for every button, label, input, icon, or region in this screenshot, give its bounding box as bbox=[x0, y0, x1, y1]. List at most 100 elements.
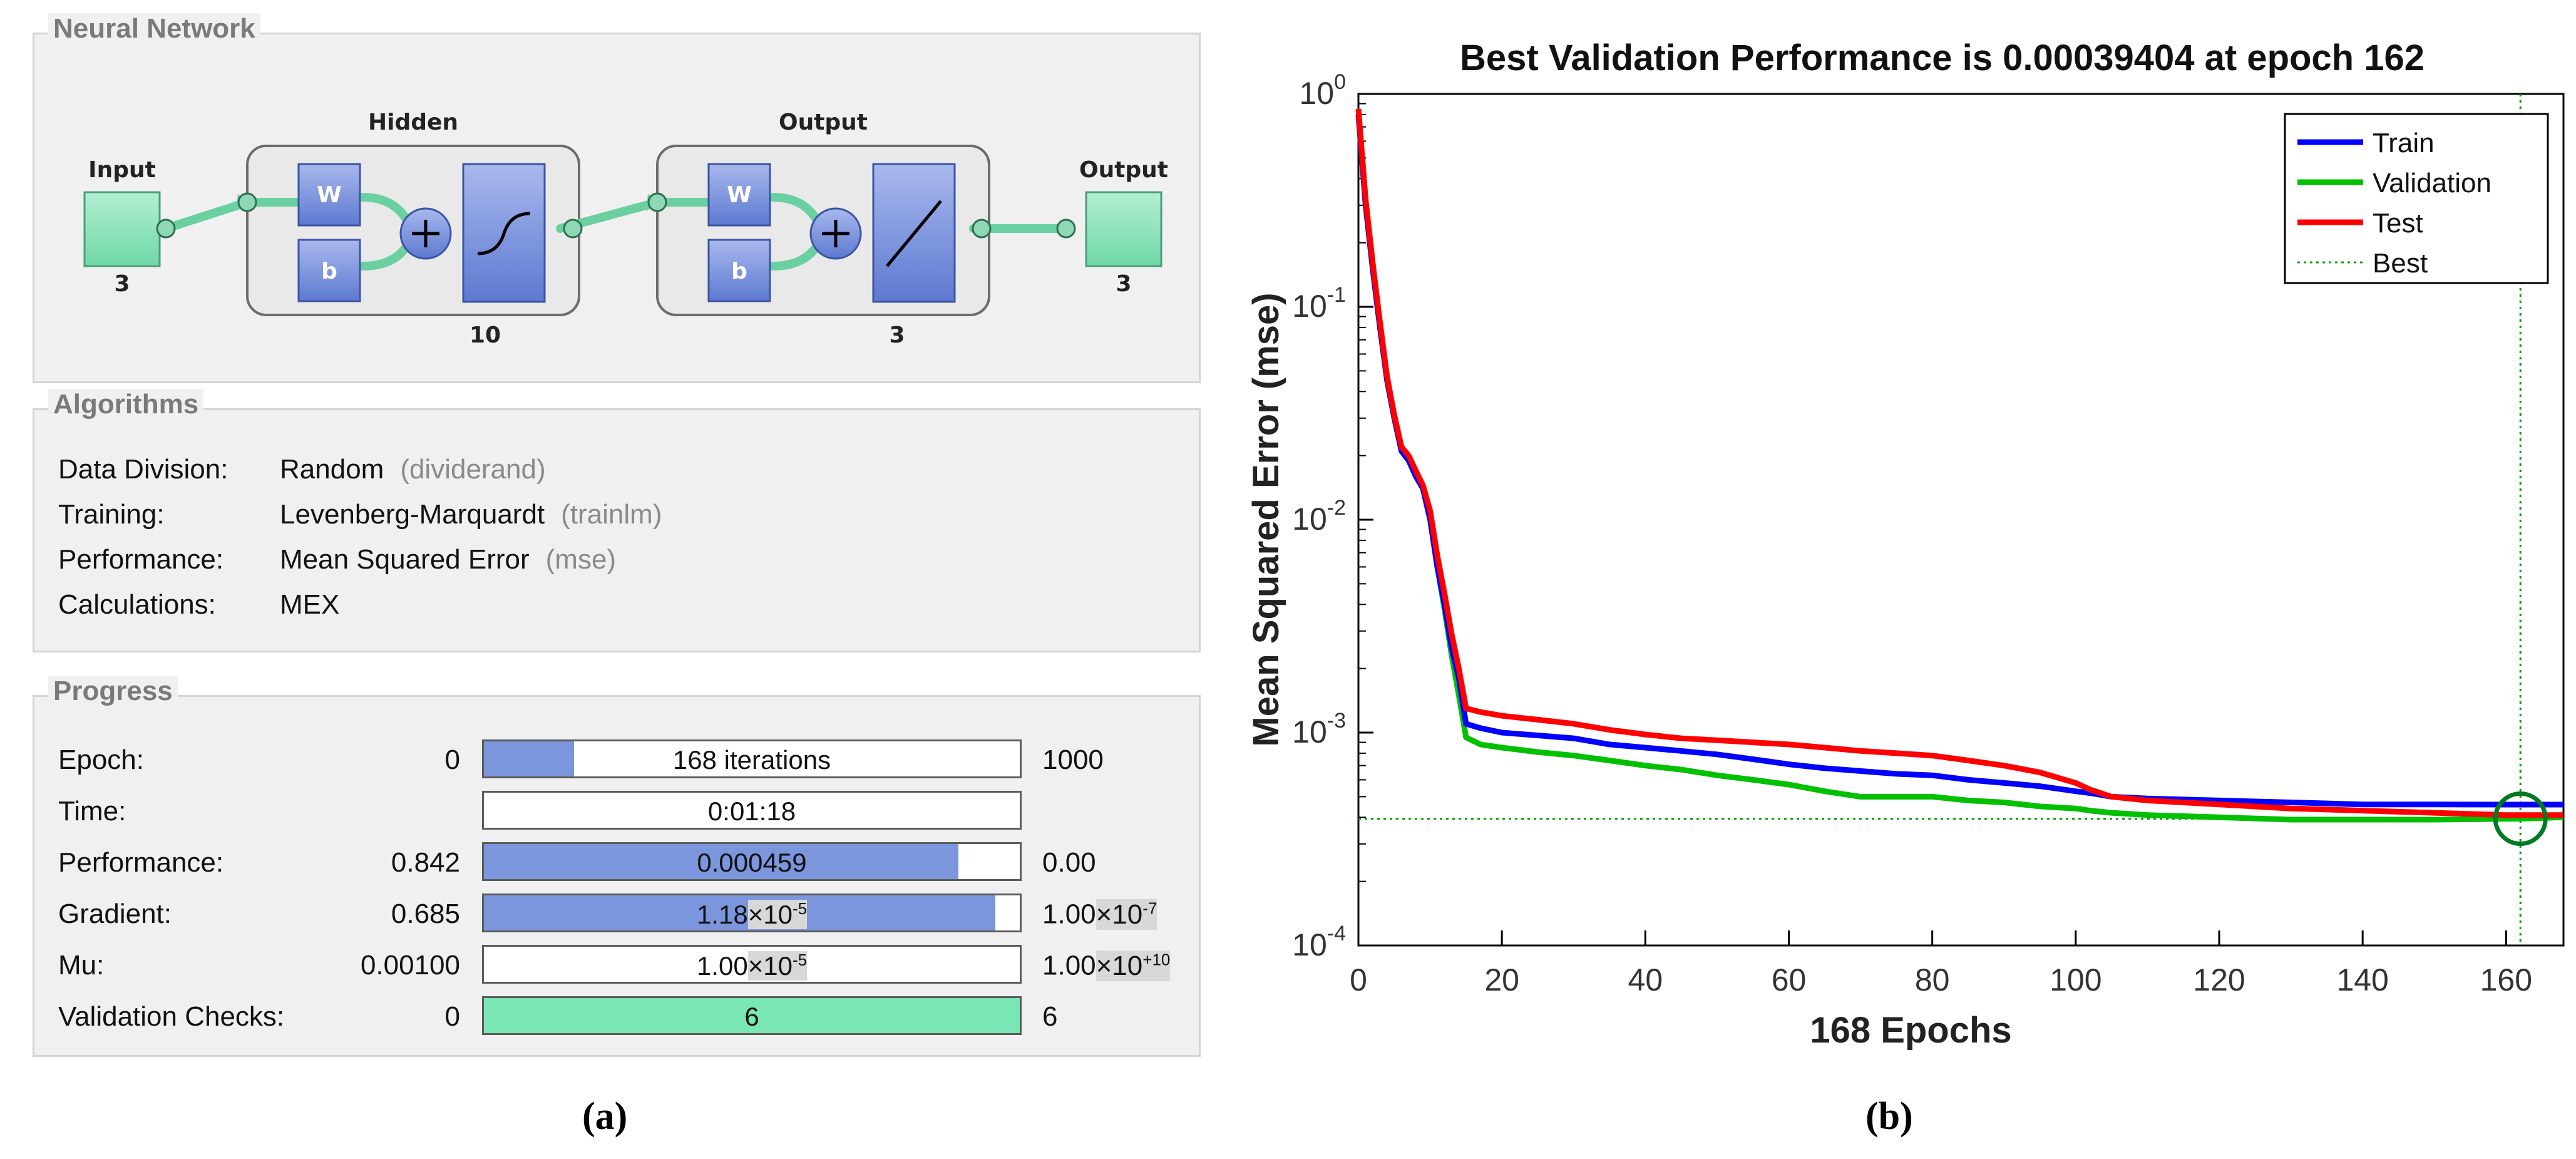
epoch-progress-fill bbox=[484, 741, 574, 776]
neural-network-title: Neural Network bbox=[48, 13, 260, 44]
y-tick-label: 100 bbox=[1299, 70, 1346, 111]
alg-row-label: Data Division: bbox=[58, 454, 228, 485]
algorithms-group: Algorithms Data Division: Random (divider… bbox=[33, 389, 1201, 652]
x-tick-label: 0 bbox=[1350, 962, 1367, 997]
tansig-curve-icon bbox=[477, 212, 531, 255]
y-axis-label: Mean Squared Error (mse) bbox=[1246, 292, 1286, 746]
plus-icon bbox=[822, 220, 849, 247]
hidden-b-label: b bbox=[321, 259, 337, 284]
alg-row-label: Training: bbox=[58, 499, 165, 530]
alg-row-value: Random (dividerand) bbox=[280, 454, 546, 485]
progress-start-value: 0 bbox=[444, 1001, 460, 1032]
progress-group: Progress Epoch: 0 168 iterations 1000 Ti… bbox=[33, 676, 1201, 1057]
node-dot bbox=[647, 192, 667, 212]
progress-row-label: Mu: bbox=[58, 950, 105, 981]
x-axis-label: 168 Epochs bbox=[1810, 1010, 2011, 1051]
node-dot bbox=[1056, 219, 1076, 239]
node-dot bbox=[156, 219, 176, 239]
x-tick-label: 120 bbox=[2193, 962, 2245, 997]
alg-row-value: Mean Squared Error (mse) bbox=[280, 544, 616, 575]
x-tick-label: 60 bbox=[1772, 962, 1807, 997]
node-dot bbox=[972, 219, 992, 239]
times-ten: ×10 bbox=[1096, 950, 1143, 981]
training-value: Levenberg-Marquardt bbox=[280, 499, 545, 530]
performance-progress-fill bbox=[484, 844, 958, 879]
progress-start-value: 0.685 bbox=[391, 899, 460, 929]
output-layer-count: 3 bbox=[889, 322, 905, 348]
output-b-label: b bbox=[731, 259, 747, 284]
y-tick-label: 10-3 bbox=[1292, 709, 1346, 749]
mu-exponent: ×10-5 bbox=[747, 950, 808, 981]
progress-end-value: 6 bbox=[1042, 1001, 1058, 1032]
progress-row-label: Gradient: bbox=[58, 899, 172, 929]
mu-progress-text: 1.00×10-5 bbox=[484, 950, 1020, 981]
epoch-progress-text: 168 iterations bbox=[672, 745, 831, 775]
hidden-bias-block bbox=[297, 239, 361, 302]
validation-checks-progress-bar: 6 bbox=[482, 996, 1022, 1035]
purelin-line-icon bbox=[886, 200, 942, 267]
time-progress-bar: 0:01:18 bbox=[482, 791, 1022, 830]
input-label: Input bbox=[88, 157, 156, 183]
x-tick-label: 140 bbox=[2336, 962, 2388, 997]
x-tick-label: 40 bbox=[1628, 962, 1663, 997]
alg-row-value: Levenberg-Marquardt (trainlm) bbox=[280, 499, 662, 530]
data-division-fn: (dividerand) bbox=[400, 454, 546, 485]
x-tick-label: 100 bbox=[2050, 962, 2101, 997]
gradient-mantissa: 1.18 bbox=[696, 900, 748, 929]
time-progress-text: 0:01:18 bbox=[707, 796, 796, 826]
node-dot bbox=[563, 219, 583, 239]
progress-start-value: 0 bbox=[444, 744, 460, 775]
performance-value: Mean Squared Error bbox=[280, 544, 530, 575]
network-diagram: Input 3 Hidden 10 Output 3 Output 3 W b … bbox=[83, 110, 1168, 348]
output-sum-in bbox=[769, 193, 823, 227]
mu-mantissa: 1.00 bbox=[696, 951, 748, 981]
gradient-goal-exponent: ×10-7 bbox=[1096, 899, 1157, 930]
performance-plot: 100 10-1 10-2 10-3 10-40 20 40 60 80 100 120 140 160… bbox=[1246, 38, 2565, 1051]
output-count: 3 bbox=[1116, 271, 1131, 297]
progress-row-label: Performance: bbox=[58, 847, 224, 878]
x-tick-label: 80 bbox=[1915, 962, 1950, 997]
hidden-weight-block bbox=[297, 163, 361, 227]
caption-a: (a) bbox=[582, 1095, 628, 1138]
x-tick-label: 160 bbox=[2480, 962, 2532, 997]
mu-max-exponent: ×10+10 bbox=[1096, 950, 1171, 981]
alg-row-label: Calculations: bbox=[58, 589, 216, 620]
performance-progress-text: 0.000459 bbox=[697, 848, 807, 877]
performance-fn: (mse) bbox=[545, 544, 617, 575]
training-fn: (trainlm) bbox=[561, 499, 662, 530]
progress-end-value: 0.00 bbox=[1042, 847, 1096, 878]
hidden-sum-in bbox=[359, 193, 413, 227]
neural-network-group: Neural Network bbox=[33, 13, 1201, 383]
progress-end-value: 1.00×10-7 bbox=[1042, 899, 1157, 930]
x-tick-label: 20 bbox=[1484, 962, 1519, 997]
input-block bbox=[83, 191, 161, 267]
progress-title: Progress bbox=[48, 676, 178, 707]
output-label: Output bbox=[1079, 157, 1168, 183]
alg-row-label: Performance: bbox=[58, 544, 224, 575]
input-connection bbox=[162, 198, 252, 233]
series-line-test bbox=[1355, 108, 2563, 818]
gradient-progress-bar: 1.18×10-5 bbox=[482, 894, 1022, 932]
performance-chart: 100 10-1 10-2 10-3 10-4 0 20 40 60 80 100 120 140 160… bbox=[1227, 0, 2576, 1077]
output-w-label: W bbox=[727, 182, 752, 208]
y-tick-label: 10-4 bbox=[1292, 922, 1346, 962]
gradient-progress-fill bbox=[484, 895, 996, 930]
validation-checks-progress-text: 6 bbox=[744, 1002, 759, 1031]
data-division-value: Random bbox=[280, 454, 384, 485]
legend-label-test: Test bbox=[2373, 208, 2423, 239]
legend-label-best: Best bbox=[2373, 248, 2428, 279]
times-ten: ×10 bbox=[747, 951, 793, 981]
exponent: +10 bbox=[1142, 950, 1171, 969]
output-weight-block bbox=[707, 163, 771, 227]
legend-label-validation: Validation bbox=[2373, 168, 2491, 198]
alg-row-value: MEX bbox=[280, 589, 339, 621]
exponent: -5 bbox=[792, 899, 808, 918]
mu-progress-bar: 1.00×10-5 bbox=[482, 945, 1022, 984]
progress-start-value: 0.842 bbox=[391, 847, 460, 878]
validation-checks-progress-fill bbox=[484, 998, 1020, 1033]
hidden-count: 10 bbox=[470, 322, 501, 348]
best-point-marker bbox=[2493, 791, 2548, 847]
gradient-exponent: ×10-5 bbox=[747, 899, 808, 929]
output-block bbox=[1085, 191, 1162, 267]
exponent: -7 bbox=[1142, 899, 1157, 917]
